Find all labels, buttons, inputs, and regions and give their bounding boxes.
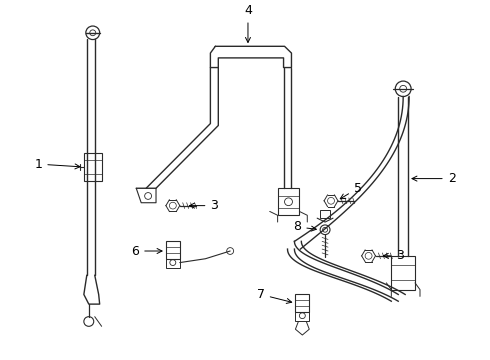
Bar <box>320 211 330 218</box>
Bar <box>392 256 415 290</box>
Bar <box>166 259 180 269</box>
Text: 5: 5 <box>340 182 362 199</box>
Bar <box>166 241 180 259</box>
Text: 4: 4 <box>244 4 252 42</box>
Text: 8: 8 <box>294 220 317 233</box>
Text: 7: 7 <box>257 288 292 303</box>
Text: 2: 2 <box>412 172 456 185</box>
Bar <box>295 294 309 312</box>
Text: 6: 6 <box>131 244 162 257</box>
Text: 1: 1 <box>34 158 80 171</box>
Bar <box>278 188 299 215</box>
Text: 3: 3 <box>190 199 218 212</box>
Bar <box>295 312 309 321</box>
Text: 3: 3 <box>383 249 404 262</box>
Bar <box>84 153 101 181</box>
